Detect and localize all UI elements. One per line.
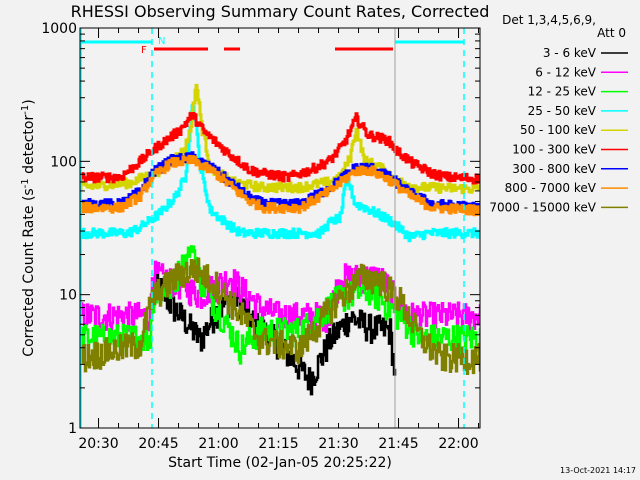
y-axis-label-mid: detector [21,115,37,179]
x-tick-label: 21:30 [318,436,358,452]
y-axis-label-end: ) [21,99,37,104]
y-tick-label: 100 [50,154,77,170]
legend-label: 100 - 300 keV [512,143,596,157]
series-line-800to7000kev [80,154,480,217]
legend-label: 50 - 100 keV [520,123,597,137]
legend-label: 300 - 800 keV [512,162,596,176]
legend-label: 25 - 50 keV [528,104,597,118]
y-tick-label: 1 [68,421,77,437]
x-tick-label: 21:00 [198,436,238,452]
series-line-25to50kev [80,104,480,243]
legend-label: 7000 - 15000 keV [489,200,596,214]
x-tick-label: 21:45 [378,436,418,452]
y-axis-label-sup1: -1 [20,178,31,188]
series-group [80,83,480,396]
axes: 1 10 100 1000 20:30 20:45 21:00 21:15 21:30 21:45… [41,21,481,452]
legend: 3 - 6 keV 6 - 12 keV 12 - 25 keV 25 - 50 ke… [489,46,628,214]
night-label: N [158,36,165,47]
legend-label: 6 - 12 keV [535,65,597,79]
series-line-100to300kev [80,112,480,185]
series-line-7000to15000kev [80,257,480,375]
legend-header-detectors: Det 1,3,4,5,6,9, [502,13,596,27]
axes-frame [79,27,481,429]
y-axis-label-main: Corrected Count Rate (s [21,188,37,356]
x-axis-label: Start Time (02-Jan-05 20:25:22) [168,455,392,471]
legend-header-attenuator: Att 0 [597,26,626,40]
x-tick-label: 20:30 [78,436,118,452]
footer-timestamp: 13-Oct-2021 14:17 [560,466,636,475]
x-tick-label: 21:15 [258,436,298,452]
legend-label: 3 - 6 keV [543,46,597,60]
y-tick-label: 10 [59,288,77,304]
series-line-300to800kev [80,151,480,213]
y-axis-label: Corrected Count Rate (s-1 detector-1) [20,99,37,356]
plot-area: NF [80,28,480,428]
y-axis-label-sup2: -1 [20,105,31,115]
x-tick-label: 22:00 [438,436,478,452]
x-tick-label: 20:45 [138,436,178,452]
legend-label: 800 - 7000 keV [505,181,597,195]
chart-title: RHESSI Observing Summary Count Rates, Co… [71,2,490,21]
flare-label: F [141,45,147,56]
y-tick-label: 1000 [41,21,77,37]
legend-label: 12 - 25 keV [528,85,597,99]
